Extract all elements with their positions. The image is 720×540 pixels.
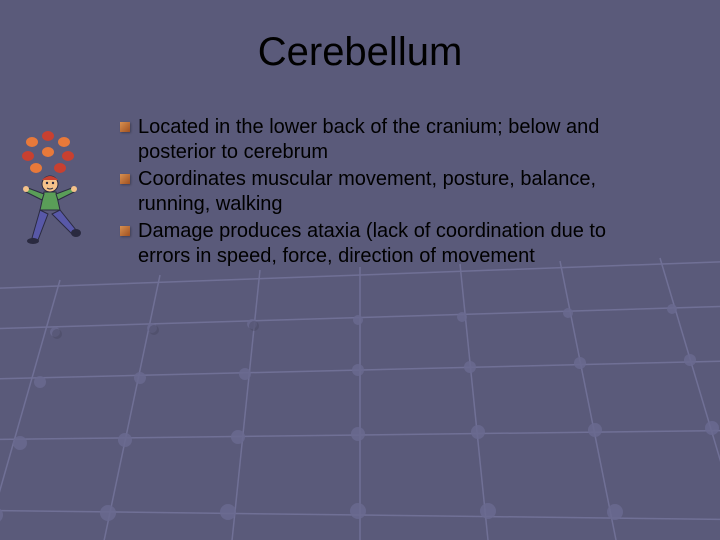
slide-container: Cerebellum Located in the lower back of …	[0, 0, 720, 540]
bullet-marker-icon	[120, 122, 130, 132]
bullet-text: Damage produces ataxia (lack of coordina…	[138, 219, 660, 269]
bullet-item: Damage produces ataxia (lack of coordina…	[120, 219, 660, 269]
bullet-list: Located in the lower back of the cranium…	[120, 115, 660, 269]
bullet-marker-icon	[120, 226, 130, 236]
bullet-item: Coordinates muscular movement, posture, …	[120, 167, 660, 217]
bullet-text: Coordinates muscular movement, posture, …	[138, 167, 660, 217]
juggler-clipart	[18, 130, 88, 250]
bullet-marker-icon	[120, 174, 130, 184]
bullet-item: Located in the lower back of the cranium…	[120, 115, 660, 165]
bullet-text: Located in the lower back of the cranium…	[138, 115, 660, 165]
slide-title: Cerebellum	[30, 30, 690, 75]
